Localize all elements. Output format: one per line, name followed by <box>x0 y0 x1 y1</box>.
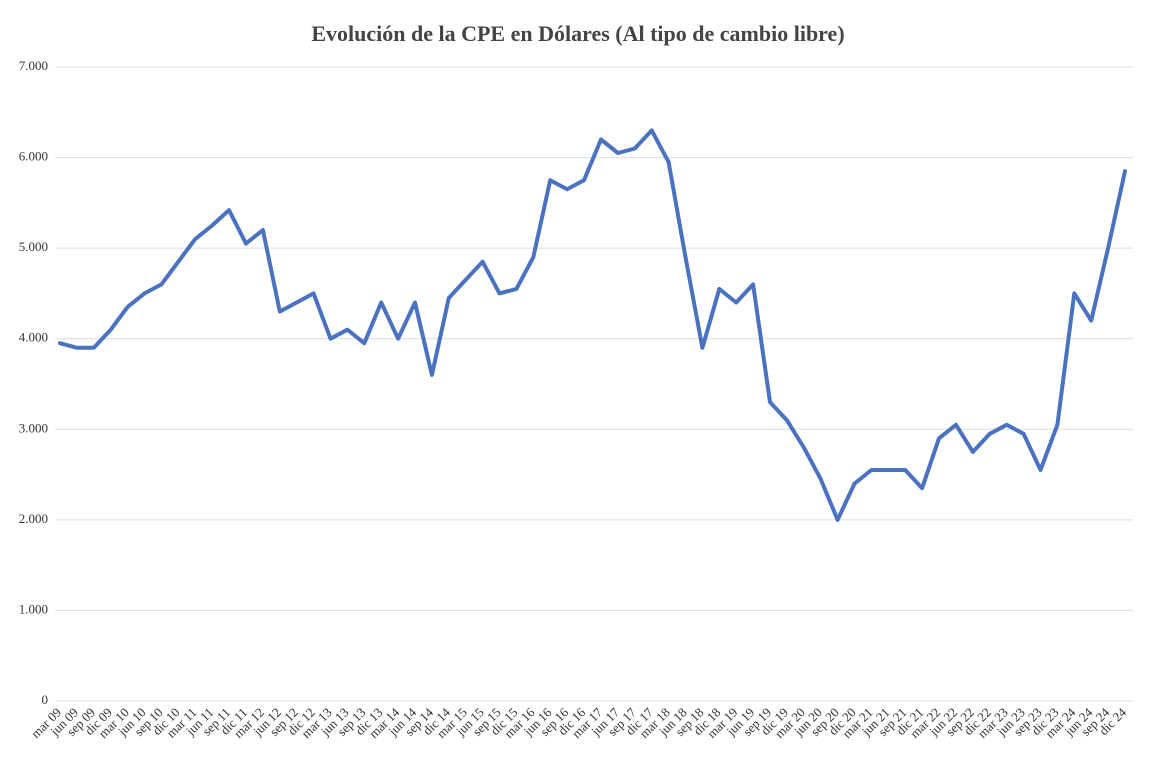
y-tick-label: 1.000 <box>19 601 48 616</box>
y-tick-label: 6.000 <box>19 149 48 164</box>
y-tick-label: 5.000 <box>19 239 48 254</box>
y-tick-label: 3.000 <box>19 420 48 435</box>
y-tick-label: 2.000 <box>19 511 48 526</box>
data-line <box>58 128 1127 522</box>
y-tick-label: 0 <box>42 692 49 707</box>
y-tick-label: 7.000 <box>19 58 48 73</box>
y-tick-label: 4.000 <box>19 330 48 345</box>
chart-title: Evolución de la CPE en Dólares (Al tipo … <box>311 21 844 46</box>
